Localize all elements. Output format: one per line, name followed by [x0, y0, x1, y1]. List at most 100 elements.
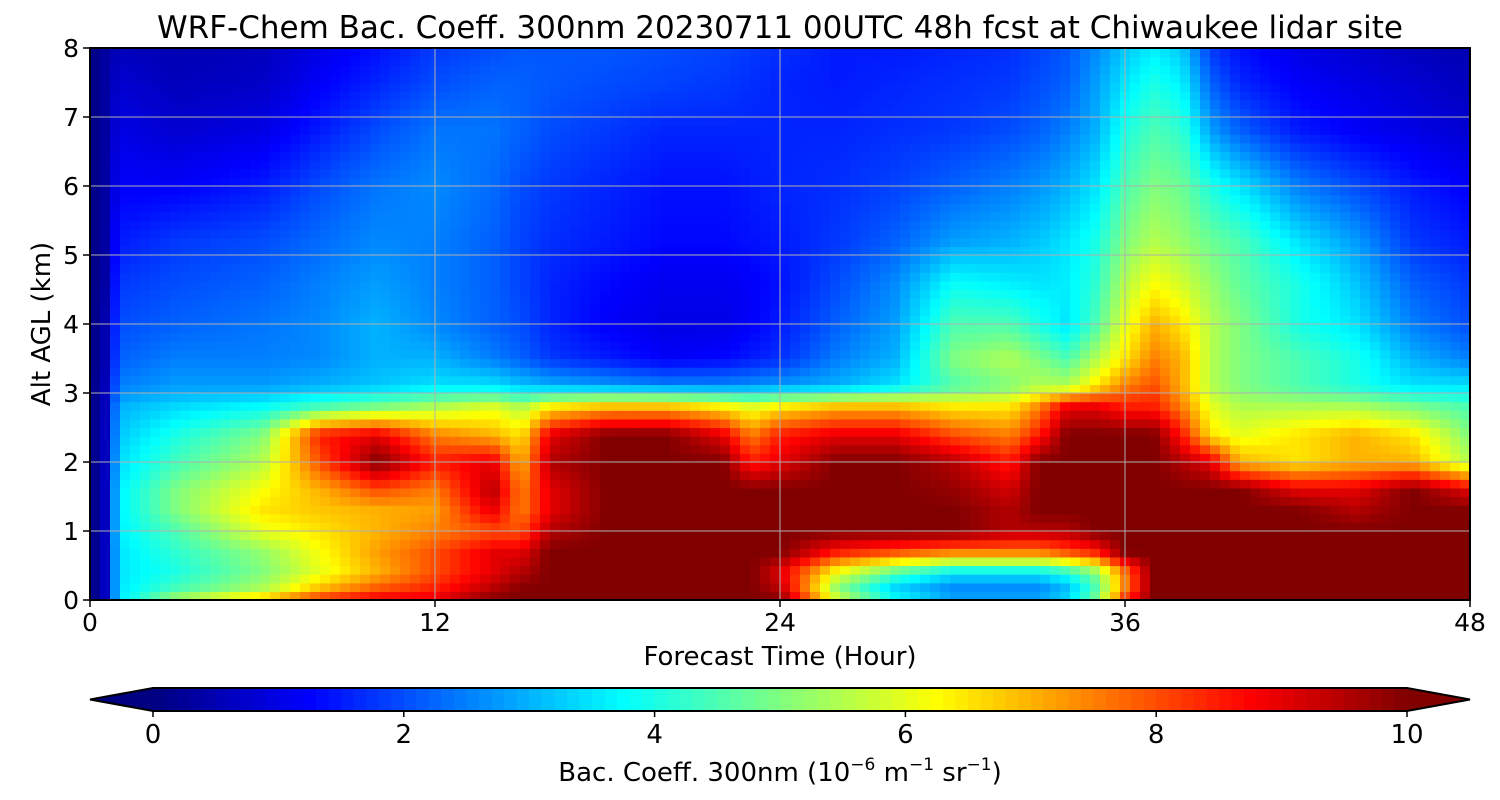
heatmap-cell	[680, 289, 691, 299]
heatmap-cell	[740, 470, 751, 480]
heatmap-cell	[1250, 315, 1261, 325]
heatmap-cell	[300, 315, 311, 325]
heatmap-cell	[710, 393, 721, 403]
heatmap-cell	[1420, 574, 1431, 584]
heatmap-cell	[330, 375, 341, 385]
heatmap-cell	[730, 427, 741, 437]
heatmap-cell	[950, 324, 961, 334]
heatmap-cell	[680, 513, 691, 523]
heatmap-cell	[440, 289, 451, 299]
heatmap-cell	[600, 565, 611, 575]
heatmap-cell	[810, 410, 821, 420]
heatmap-cell	[1220, 436, 1231, 446]
heatmap-cell	[390, 349, 401, 360]
heatmap-cell	[310, 332, 321, 342]
heatmap-cell	[860, 306, 871, 316]
heatmap-cell	[1090, 470, 1101, 480]
heatmap-cell	[1290, 470, 1301, 480]
heatmap-cell	[590, 358, 601, 368]
heatmap-cell	[520, 324, 531, 334]
heatmap-cell	[140, 462, 151, 472]
heatmap-cell	[1040, 393, 1051, 403]
heatmap-cell	[360, 315, 371, 325]
heatmap-cell	[1230, 470, 1241, 480]
heatmap-cell	[910, 522, 921, 532]
heatmap-cell	[1150, 349, 1161, 360]
heatmap-cell	[1390, 470, 1401, 480]
heatmap-cell	[1270, 513, 1281, 523]
heatmap-cell	[440, 470, 451, 480]
heatmap-cell	[1190, 522, 1201, 532]
heatmap-cell	[1300, 427, 1311, 437]
heatmap-cell	[1350, 427, 1361, 437]
heatmap-cell	[170, 513, 181, 523]
heatmap-cell	[1130, 315, 1141, 325]
heatmap-cell	[590, 315, 601, 325]
heatmap-cell	[1280, 453, 1291, 463]
heatmap-cell	[1440, 513, 1451, 523]
heatmap-cell	[1460, 427, 1471, 437]
heatmap-cell	[900, 565, 911, 575]
heatmap-cell	[620, 324, 631, 334]
heatmap-cell	[1090, 341, 1101, 351]
heatmap-cell	[730, 298, 741, 308]
heatmap-cell	[530, 582, 541, 592]
heatmap-cell	[650, 341, 661, 351]
heatmap-cell	[1290, 436, 1301, 446]
heatmap-cell	[1170, 367, 1181, 377]
heatmap-cell	[1450, 591, 1461, 601]
heatmap-cell	[540, 462, 551, 472]
heatmap-cell	[580, 384, 591, 394]
heatmap-cell	[1370, 289, 1381, 299]
heatmap-cell	[1180, 410, 1191, 420]
heatmap-cell	[510, 418, 521, 429]
heatmap-cell	[420, 401, 431, 411]
heatmap-cell	[470, 462, 481, 472]
heatmap-cell	[240, 496, 251, 506]
heatmap-cell	[900, 487, 911, 498]
heatmap-cell	[1040, 298, 1051, 308]
heatmap-cell	[100, 479, 111, 489]
heatmap-cell	[740, 298, 751, 308]
heatmap-cell	[1170, 418, 1181, 429]
heatmap-cell	[890, 531, 901, 541]
heatmap-cell	[190, 358, 201, 368]
heatmap-cell	[150, 582, 161, 592]
heatmap-cell	[830, 401, 841, 411]
heatmap-cell	[880, 479, 891, 489]
heatmap-cell	[160, 349, 171, 360]
heatmap-cell	[1360, 306, 1371, 316]
heatmap-cell	[160, 393, 171, 403]
heatmap-cell	[1250, 531, 1261, 541]
heatmap-cell	[1370, 315, 1381, 325]
heatmap-cell	[230, 453, 241, 463]
heatmap-cell	[570, 332, 581, 342]
heatmap-cell	[1320, 341, 1331, 351]
heatmap-cell	[950, 582, 961, 592]
heatmap-cell	[1440, 591, 1451, 601]
heatmap-cell	[1380, 384, 1391, 394]
heatmap-cell	[380, 375, 391, 385]
heatmap-cell	[630, 548, 641, 558]
heatmap-cell	[230, 349, 241, 360]
heatmap-cell	[1300, 496, 1311, 506]
heatmap-cell	[330, 418, 341, 429]
heatmap-cell	[600, 367, 611, 377]
heatmap-cell	[730, 358, 741, 368]
heatmap-cell	[340, 522, 351, 532]
heatmap-cell	[140, 591, 151, 601]
heatmap-cell	[760, 315, 771, 325]
heatmap-cell	[1370, 522, 1381, 532]
heatmap-cell	[1090, 582, 1101, 592]
heatmap-cell	[470, 367, 481, 377]
heatmap-cell	[820, 470, 831, 480]
heatmap-cell	[680, 479, 691, 489]
heatmap-cell	[380, 548, 391, 558]
heatmap-cell	[110, 367, 121, 377]
heatmap-cell	[410, 565, 421, 575]
heatmap-cell	[250, 513, 261, 523]
heatmap-cell	[1290, 531, 1301, 541]
heatmap-cell	[100, 582, 111, 592]
heatmap-cell	[500, 427, 511, 437]
heatmap-cell	[600, 410, 611, 420]
